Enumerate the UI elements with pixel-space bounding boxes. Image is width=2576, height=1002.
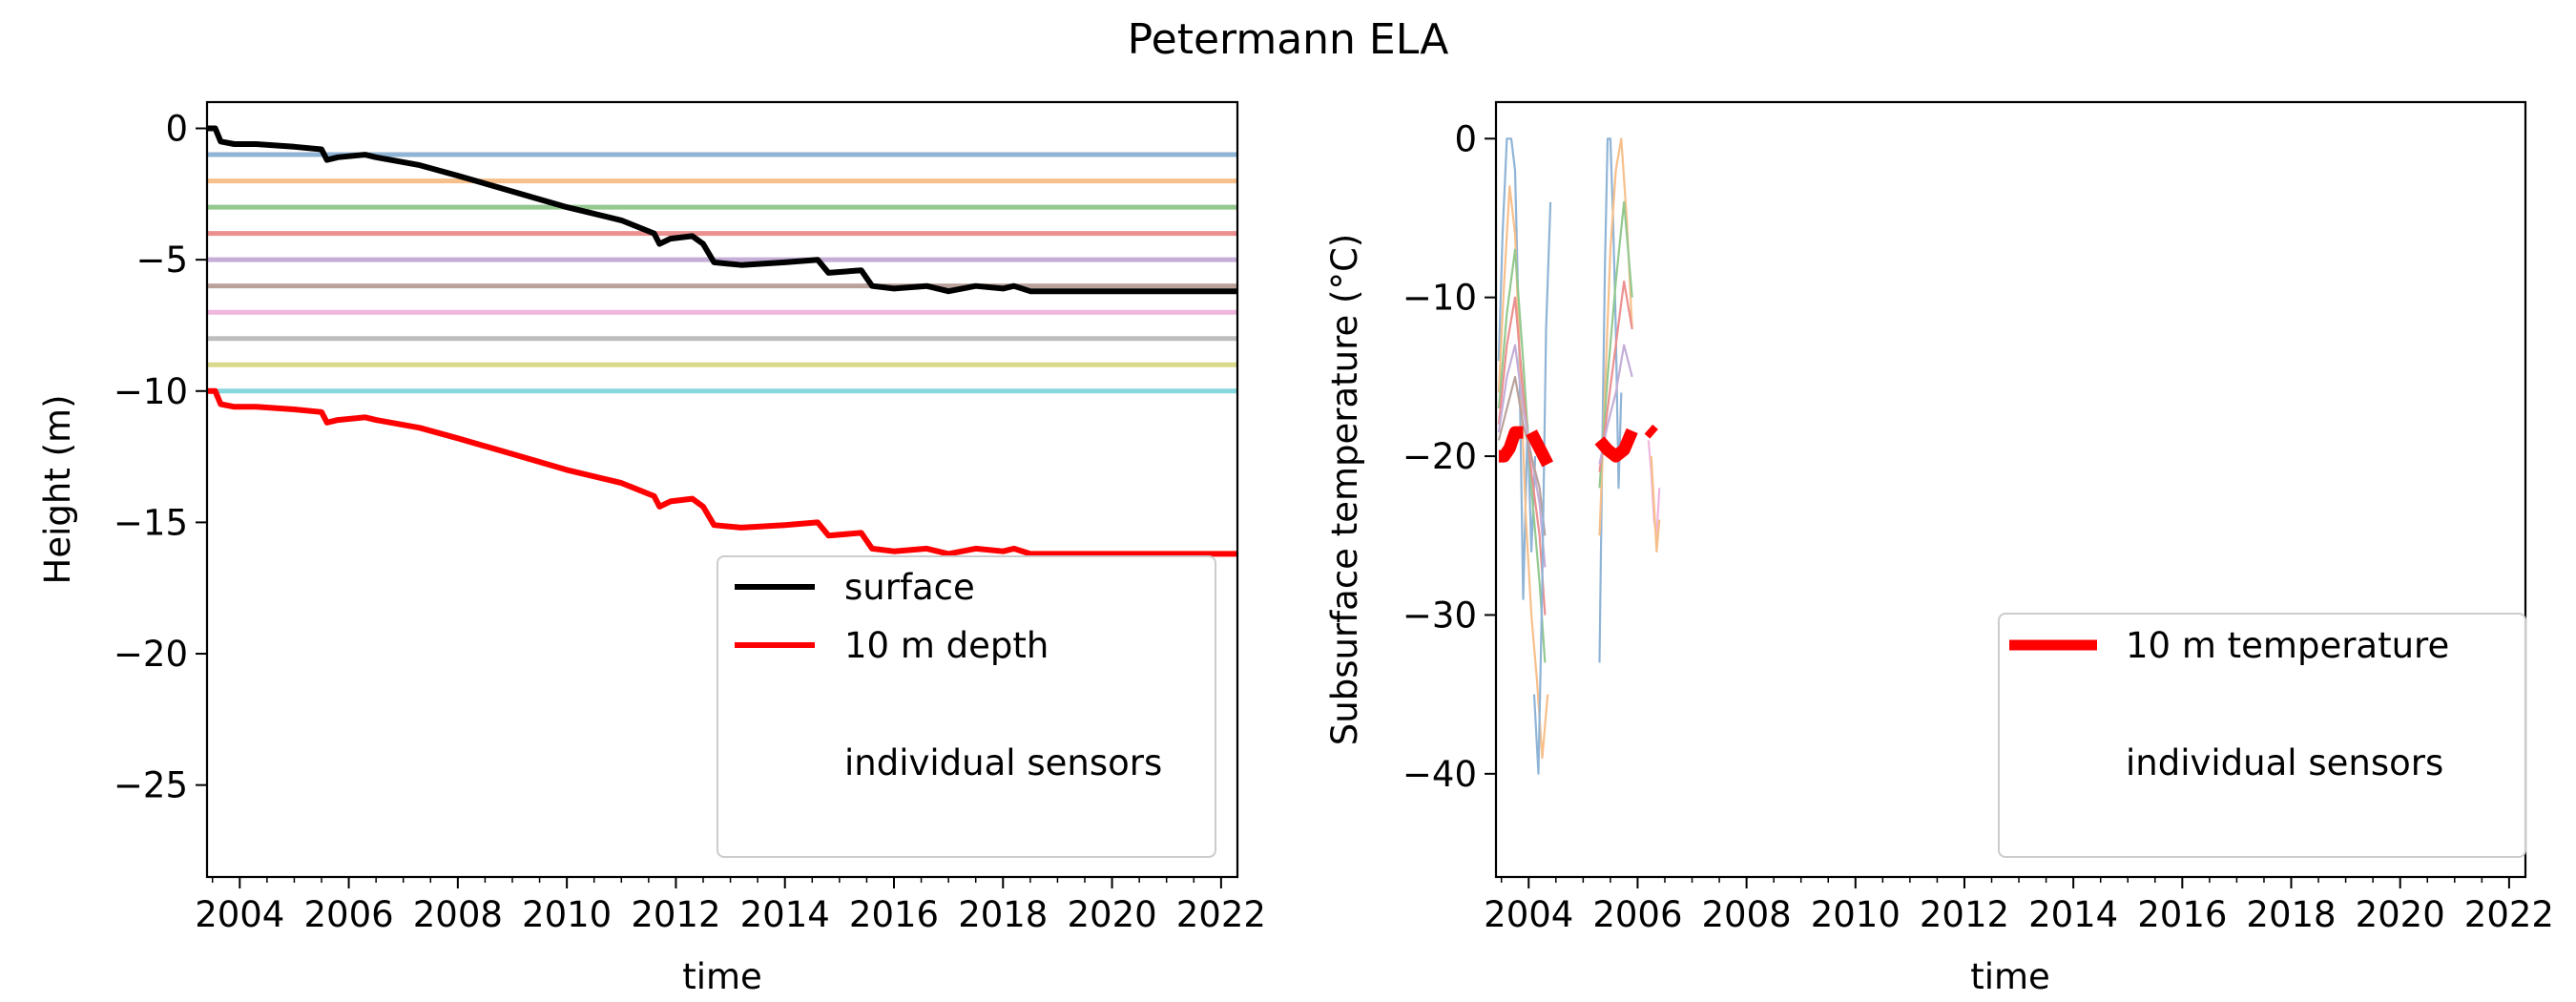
y-axis-label: Subsurface temperature (°C) [1324, 234, 1365, 745]
temperature-chart: 2004 2006 2008 2010 2012 2014 2016 2018 2020 2022… [1324, 100, 2554, 997]
y-tick-label: −25 [114, 765, 188, 806]
x-tick-label: 2020 [1067, 894, 1156, 935]
sensor-temperature-line [1532, 201, 1552, 775]
x-axis-label: time [682, 956, 762, 997]
x-tick-label: 2022 [2464, 894, 2554, 935]
x-tick-label: 2006 [1592, 894, 1682, 935]
y-tick-label: −20 [1402, 436, 1477, 477]
series-surface [207, 125, 1237, 295]
sensor-temperature-lines [1497, 137, 1661, 775]
sensor-temperature-line [1497, 375, 1547, 536]
legend-label-10m-depth: 10 m depth [844, 625, 1049, 666]
x-tick-label: 2012 [631, 894, 720, 935]
y-tick-label: 0 [1454, 118, 1477, 159]
height-series [207, 125, 1237, 557]
x-tick-label: 2016 [849, 894, 939, 935]
x-tick-label: 2004 [1484, 894, 1573, 935]
temperature-series [1498, 424, 1658, 468]
y-tick-label: −5 [135, 240, 188, 281]
legend-label-surface: surface [844, 567, 975, 608]
x-tick-label: 2014 [2028, 894, 2118, 935]
y-tick-label: −15 [114, 502, 188, 543]
y-tick-label: 0 [165, 109, 188, 150]
x-tick-label: 2018 [2246, 894, 2336, 935]
x-tick-label: 2012 [1920, 894, 2009, 935]
x-tick-label: 2018 [958, 894, 1048, 935]
axis-ticks: 2004 2006 2008 2010 2012 2014 2016 2018 2020 2022… [1402, 118, 2554, 935]
series-10-m-temperature [1526, 429, 1553, 468]
x-axis-label: time [1970, 956, 2050, 997]
figure-title: Petermann ELA [1128, 15, 1449, 64]
sensor-temperature-line [1650, 456, 1661, 553]
x-tick-label: 2010 [1811, 894, 1901, 935]
sensor-temperature-line [1598, 280, 1633, 472]
legend-label-individual-sensors: individual sensors [844, 742, 1162, 783]
legend: surface 10 m depth individual sensors [717, 555, 1216, 858]
axis-ticks: 2004 2006 2008 2010 2012 2014 2016 2018 2020 2022… [114, 109, 1266, 935]
series-10-m-temperature [1498, 426, 1524, 463]
y-tick-label: −20 [114, 634, 188, 675]
sensor-temperature-line [1497, 137, 1537, 600]
y-tick-label: −10 [114, 371, 188, 412]
x-tick-label: 2022 [1176, 894, 1266, 935]
series-10-m-temperature [1594, 428, 1638, 463]
x-tick-label: 2014 [740, 894, 830, 935]
sensor-temperature-line [1598, 200, 1633, 489]
x-tick-label: 2010 [522, 894, 612, 935]
legend: 10 m temperature individual sensors [1998, 613, 2526, 858]
x-tick-label: 2008 [413, 894, 503, 935]
sensor-temperature-line [1497, 344, 1547, 568]
sensor-temperature-line [1598, 137, 1633, 536]
plot-frame [205, 100, 1239, 879]
x-tick-label: 2008 [1702, 894, 1792, 935]
y-axis-label: Height (m) [37, 395, 78, 585]
sensor-level-lines [207, 152, 1237, 394]
sensor-temperature-line [1598, 137, 1623, 663]
legend-label-10m-temperature: 10 m temperature [2126, 625, 2449, 666]
sensor-temperature-line [1497, 296, 1547, 616]
height-chart: 2004 2006 2008 2010 2012 2014 2016 2018 2020 2022… [37, 100, 1266, 997]
series-10-m-depth [207, 387, 1237, 557]
y-tick-label: −30 [1402, 595, 1477, 636]
legend-label-individual-sensors: individual sensors [2126, 742, 2443, 783]
legend-box [1998, 613, 2526, 858]
y-tick-label: −10 [1402, 278, 1477, 319]
x-tick-label: 2006 [303, 894, 393, 935]
sensor-temperature-line [1497, 248, 1547, 663]
x-tick-label: 2004 [195, 894, 284, 935]
y-tick-label: −40 [1402, 754, 1477, 795]
legend-box [717, 555, 1216, 858]
series-10-m-temperature [1644, 424, 1658, 439]
x-tick-label: 2020 [2356, 894, 2445, 935]
plot-frame [1494, 100, 2527, 879]
x-tick-label: 2016 [2137, 894, 2227, 935]
